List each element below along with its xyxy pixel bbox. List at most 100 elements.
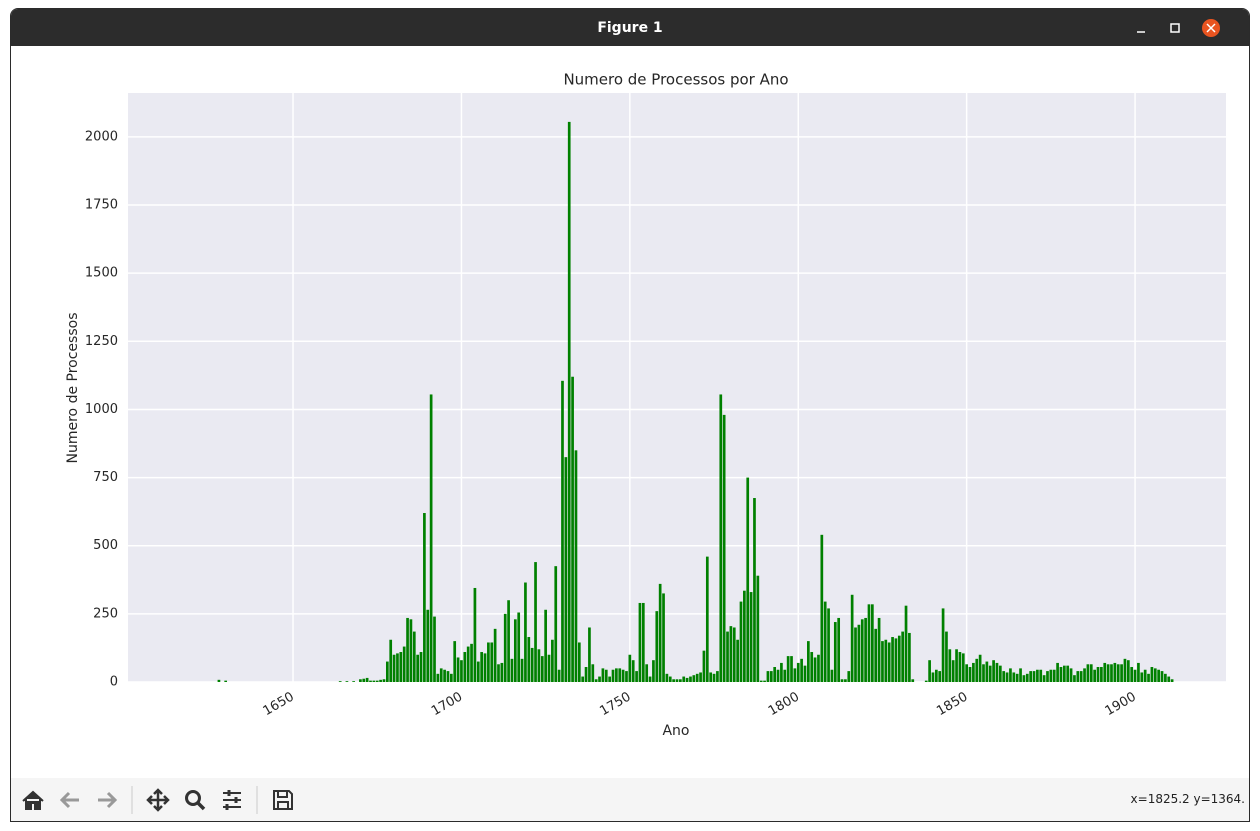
bar bbox=[793, 668, 797, 682]
bar bbox=[685, 677, 689, 682]
bar bbox=[581, 676, 585, 682]
bar bbox=[719, 394, 723, 682]
bar bbox=[837, 617, 841, 682]
bar bbox=[520, 658, 524, 682]
pan-button[interactable] bbox=[146, 788, 170, 812]
maximize-button[interactable] bbox=[1170, 23, 1180, 33]
y-tick-label: 0 bbox=[110, 675, 118, 690]
y-axis-label: Numero de Processos bbox=[65, 313, 81, 464]
x-axis-label: Ano bbox=[662, 723, 689, 739]
bar bbox=[537, 649, 541, 682]
bar bbox=[689, 676, 692, 682]
bar bbox=[1133, 669, 1137, 682]
bar bbox=[887, 642, 891, 682]
bar bbox=[938, 671, 942, 682]
bar bbox=[749, 592, 753, 682]
home-button[interactable] bbox=[22, 790, 44, 810]
bar bbox=[759, 680, 763, 682]
bar bbox=[743, 590, 746, 682]
bar bbox=[625, 671, 628, 682]
bar bbox=[608, 676, 611, 682]
back-button[interactable] bbox=[59, 791, 79, 809]
bar bbox=[1046, 671, 1049, 682]
bar bbox=[695, 673, 699, 682]
bar bbox=[1164, 673, 1167, 682]
bar bbox=[513, 619, 517, 682]
bar bbox=[598, 676, 601, 682]
bar bbox=[985, 661, 989, 682]
bar bbox=[756, 575, 760, 682]
bar bbox=[567, 121, 571, 683]
bar bbox=[857, 624, 861, 682]
bar bbox=[507, 600, 510, 682]
bar bbox=[864, 617, 867, 682]
x-tick-label: 1900 bbox=[1103, 690, 1139, 720]
bar bbox=[901, 631, 905, 682]
chart: Numero de Processos por Ano Ano Numero d… bbox=[65, 71, 1226, 739]
bar bbox=[641, 602, 645, 682]
bar bbox=[490, 642, 494, 682]
bar bbox=[497, 664, 500, 682]
bar bbox=[527, 637, 531, 682]
bar bbox=[982, 664, 985, 682]
bar bbox=[382, 679, 386, 682]
zoom-button[interactable] bbox=[185, 790, 201, 806]
bar bbox=[224, 680, 228, 682]
bar bbox=[584, 667, 588, 682]
bar bbox=[645, 664, 649, 682]
bar bbox=[571, 376, 574, 682]
bar bbox=[1096, 667, 1100, 682]
bar bbox=[823, 601, 827, 682]
bar bbox=[429, 394, 433, 682]
bar bbox=[1025, 673, 1029, 682]
bar bbox=[679, 679, 682, 682]
status-text: x=1825.2 y=1364. bbox=[1130, 792, 1245, 806]
bar bbox=[1089, 664, 1093, 682]
bar bbox=[396, 653, 399, 682]
bar bbox=[554, 566, 558, 682]
bar bbox=[739, 601, 743, 682]
x-tick-label: 1800 bbox=[766, 690, 802, 720]
bar bbox=[369, 680, 372, 682]
bar bbox=[796, 662, 800, 682]
bar bbox=[1106, 664, 1110, 682]
bar bbox=[389, 639, 393, 682]
toolbar: x=1825.2 y=1364. bbox=[11, 778, 1249, 821]
bar bbox=[662, 593, 665, 682]
bar bbox=[419, 652, 423, 682]
bar bbox=[820, 534, 824, 682]
bar bbox=[1113, 662, 1117, 682]
bar bbox=[524, 582, 527, 682]
bar bbox=[510, 658, 514, 682]
y-tick-label: 1000 bbox=[85, 402, 118, 417]
forward-button[interactable] bbox=[98, 791, 118, 809]
save-button[interactable] bbox=[273, 790, 293, 810]
bar bbox=[655, 611, 659, 682]
bar bbox=[840, 679, 844, 682]
bar bbox=[763, 680, 766, 682]
bar bbox=[769, 671, 773, 682]
bar bbox=[1116, 664, 1120, 682]
bar bbox=[658, 583, 662, 682]
bar bbox=[884, 639, 888, 682]
bar bbox=[611, 669, 615, 682]
bar bbox=[517, 612, 521, 682]
bar bbox=[948, 649, 952, 682]
bar bbox=[621, 669, 625, 682]
bar bbox=[1029, 671, 1032, 682]
bar bbox=[635, 671, 638, 682]
bar bbox=[1160, 671, 1164, 682]
y-tick-label: 2000 bbox=[85, 129, 118, 144]
bar bbox=[399, 652, 403, 682]
bar bbox=[648, 676, 652, 682]
bar bbox=[995, 662, 999, 682]
x-tick-label: 1850 bbox=[934, 690, 970, 720]
bar bbox=[588, 627, 591, 682]
bar bbox=[1002, 671, 1006, 682]
bar bbox=[446, 671, 450, 682]
bar bbox=[534, 562, 537, 682]
bar bbox=[968, 667, 972, 682]
bar bbox=[359, 679, 362, 682]
bar bbox=[631, 660, 635, 682]
bar bbox=[1083, 668, 1086, 682]
